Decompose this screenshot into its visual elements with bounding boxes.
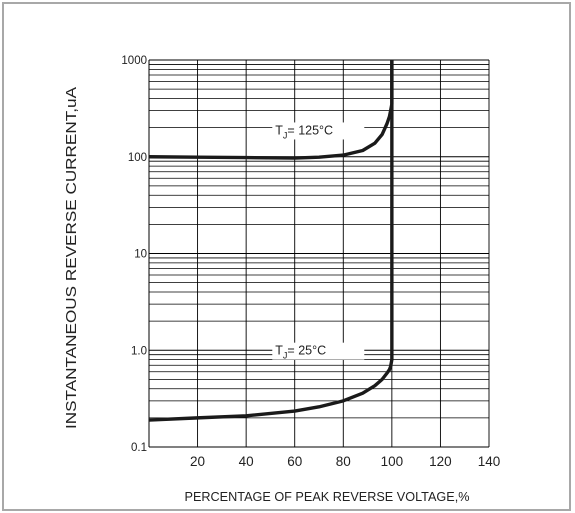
x-tick-label: 20 [190, 454, 205, 469]
y-tick-label: 0.1 [131, 442, 147, 454]
x-axis-label: PERCENTAGE OF PEAK REVERSE VOLTAGE,% [185, 489, 470, 504]
label-layer: TJ= 125°C TJ= 25°C [272, 122, 365, 361]
x-tick-label: 40 [239, 454, 254, 469]
series-label-0: TJ= 125°C [275, 123, 333, 140]
grid-layer [148, 59, 490, 448]
series-curve-1 [148, 60, 394, 422]
y-tick-label: 1000 [121, 55, 147, 67]
x-tick-label: 60 [287, 454, 302, 469]
y-tick-label: 10 [134, 249, 147, 261]
curve-layer [148, 60, 394, 422]
y-tick-label: 100 [128, 152, 147, 164]
x-tick-label: 120 [429, 454, 452, 469]
series-label-1: TJ= 25°C [275, 344, 326, 361]
x-tick-label: 100 [381, 454, 404, 469]
x-tick-label: 80 [336, 454, 351, 469]
series-label-bg [272, 122, 365, 140]
x-tick-label: 140 [478, 454, 501, 469]
tick-layer: 20 40 60 80 100 120 140 0.1 1.0 10 100 1000 [121, 55, 500, 469]
series-label-bg [272, 342, 365, 360]
y-axis-label: INSTANTANEOUS REVERSE CURRENT,uA [63, 87, 80, 429]
y-tick-label: 1.0 [131, 345, 147, 357]
